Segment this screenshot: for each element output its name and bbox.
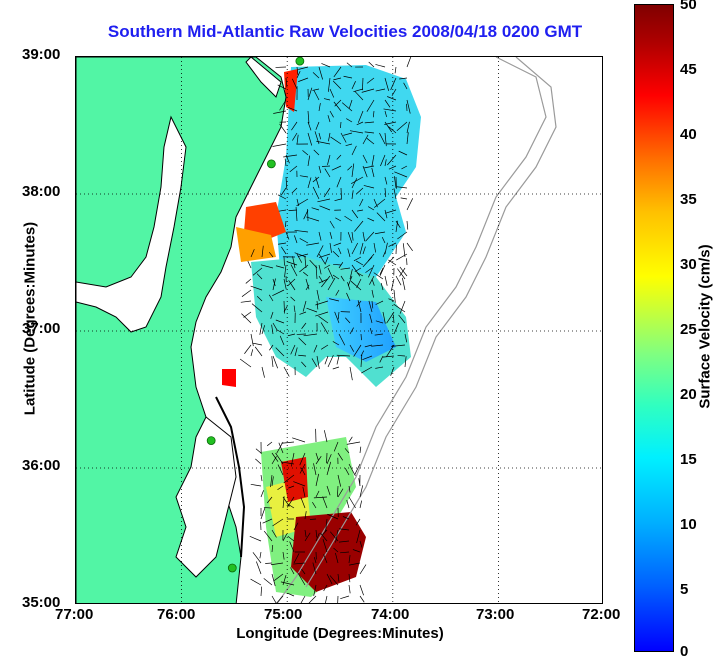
velocity-vector <box>242 290 251 297</box>
station-marker <box>207 437 215 445</box>
velocity-vector <box>349 497 356 508</box>
velocity-vector <box>252 343 262 345</box>
velocity-vector <box>241 301 251 302</box>
velocity-vector <box>360 585 364 595</box>
station-marker <box>267 160 275 168</box>
x-tick-label: 75:00 <box>264 606 302 623</box>
velocity-vector <box>360 596 364 602</box>
velocity-vector <box>350 367 352 380</box>
colorbar-tick-label: 20 <box>680 386 697 403</box>
colorbar-tick-label: 45 <box>680 61 697 78</box>
velocity-vector <box>347 500 349 508</box>
velocity-vector <box>325 596 327 604</box>
velocity-vector <box>255 459 261 464</box>
velocity-vector <box>407 198 413 210</box>
velocity-vector <box>282 442 294 443</box>
velocity-vector <box>337 356 339 364</box>
velocity-vector <box>251 579 261 585</box>
velocity-vector <box>256 449 261 453</box>
land <box>76 57 286 604</box>
velocity-vector <box>256 561 261 574</box>
velocity-vector <box>394 290 395 303</box>
velocity-vector <box>250 536 261 541</box>
colorbar <box>634 4 674 652</box>
velocity-vector <box>396 254 407 260</box>
velocity-vector <box>241 314 251 323</box>
velocity-vector <box>395 67 396 73</box>
velocity-vector <box>261 508 265 519</box>
x-tick-label: 72:00 <box>582 606 620 623</box>
velocity-vector <box>388 260 396 265</box>
velocity-vector <box>360 447 361 453</box>
velocity-vector <box>385 276 387 286</box>
velocity-vector <box>300 596 305 604</box>
station-marker <box>296 57 304 65</box>
velocity-vector <box>261 587 262 596</box>
y-tick-label: 38:00 <box>22 183 60 200</box>
velocity-vector <box>260 552 261 558</box>
velocity-vector <box>246 279 251 283</box>
y-tick-label: 39:00 <box>22 46 60 63</box>
velocity-vector <box>375 64 385 67</box>
velocity-vector <box>333 367 339 369</box>
velocity-vector <box>340 596 349 599</box>
velocity-vector <box>284 367 289 377</box>
velocity-vector <box>349 585 350 593</box>
map-svg <box>76 57 603 604</box>
velocity-vector <box>261 475 262 481</box>
colorbar-tick-label: 30 <box>680 256 697 273</box>
velocity-vector <box>396 276 401 285</box>
x-tick-label: 76:00 <box>157 606 195 623</box>
velocity-vector <box>360 565 366 574</box>
velocity-vector <box>267 442 272 446</box>
velocity-vector <box>407 57 412 67</box>
velocity-vector <box>360 501 362 508</box>
velocity-vector <box>292 438 305 442</box>
velocity-vector <box>264 578 272 585</box>
velocity-vector <box>251 349 253 356</box>
colorbar-tick-label: 10 <box>680 516 697 533</box>
colorbar-tick-label: 50 <box>680 0 697 13</box>
velocity-vector <box>273 356 278 368</box>
velocity-vector <box>251 334 253 346</box>
colorbar-label: Surface Velocity (cm/s) <box>697 217 714 437</box>
y-axis-label: Latitude (Degrees:Minutes) <box>22 199 39 439</box>
velocity-vector <box>255 347 262 356</box>
velocity-vector <box>347 442 360 444</box>
velocity-vector <box>244 345 251 354</box>
station-marker <box>228 564 236 572</box>
velocity-vector <box>251 484 261 486</box>
x-tick-label: 74:00 <box>371 606 409 623</box>
colorbar-tick-label: 15 <box>680 451 697 468</box>
velocity-vector <box>324 430 327 442</box>
map-plot-area <box>75 56 603 604</box>
velocity-vector <box>401 198 407 199</box>
velocity-vector <box>407 243 413 251</box>
velocity-vector <box>349 437 352 442</box>
colorbar-tick-label: 0 <box>680 643 688 660</box>
colorbar-tick-label: 5 <box>680 581 688 598</box>
velocity-vector <box>272 356 273 367</box>
velocity-vector <box>262 367 265 378</box>
velocity-vector <box>240 359 251 367</box>
colorbar-tick-label: 35 <box>680 191 697 208</box>
velocity-patch-red-small <box>222 369 236 387</box>
colorbar-tick-label: 25 <box>680 321 697 338</box>
velocity-vector <box>248 261 251 268</box>
velocity-vector <box>261 490 264 497</box>
velocity-vector <box>307 596 316 604</box>
colorbar-tick-label: 40 <box>680 126 697 143</box>
velocity-vector <box>407 221 408 230</box>
y-tick-label: 36:00 <box>22 457 60 474</box>
x-tick-label: 77:00 <box>55 606 93 623</box>
map-title: Southern Mid-Atlantic Raw Velocities 200… <box>60 22 630 42</box>
x-axis-label: Longitude (Degrees:Minutes) <box>75 625 605 642</box>
x-tick-label: 73:00 <box>476 606 514 623</box>
velocity-vector <box>403 243 405 257</box>
velocity-vector <box>402 278 405 290</box>
velocity-vector <box>272 144 286 146</box>
velocity-vector <box>337 596 338 604</box>
